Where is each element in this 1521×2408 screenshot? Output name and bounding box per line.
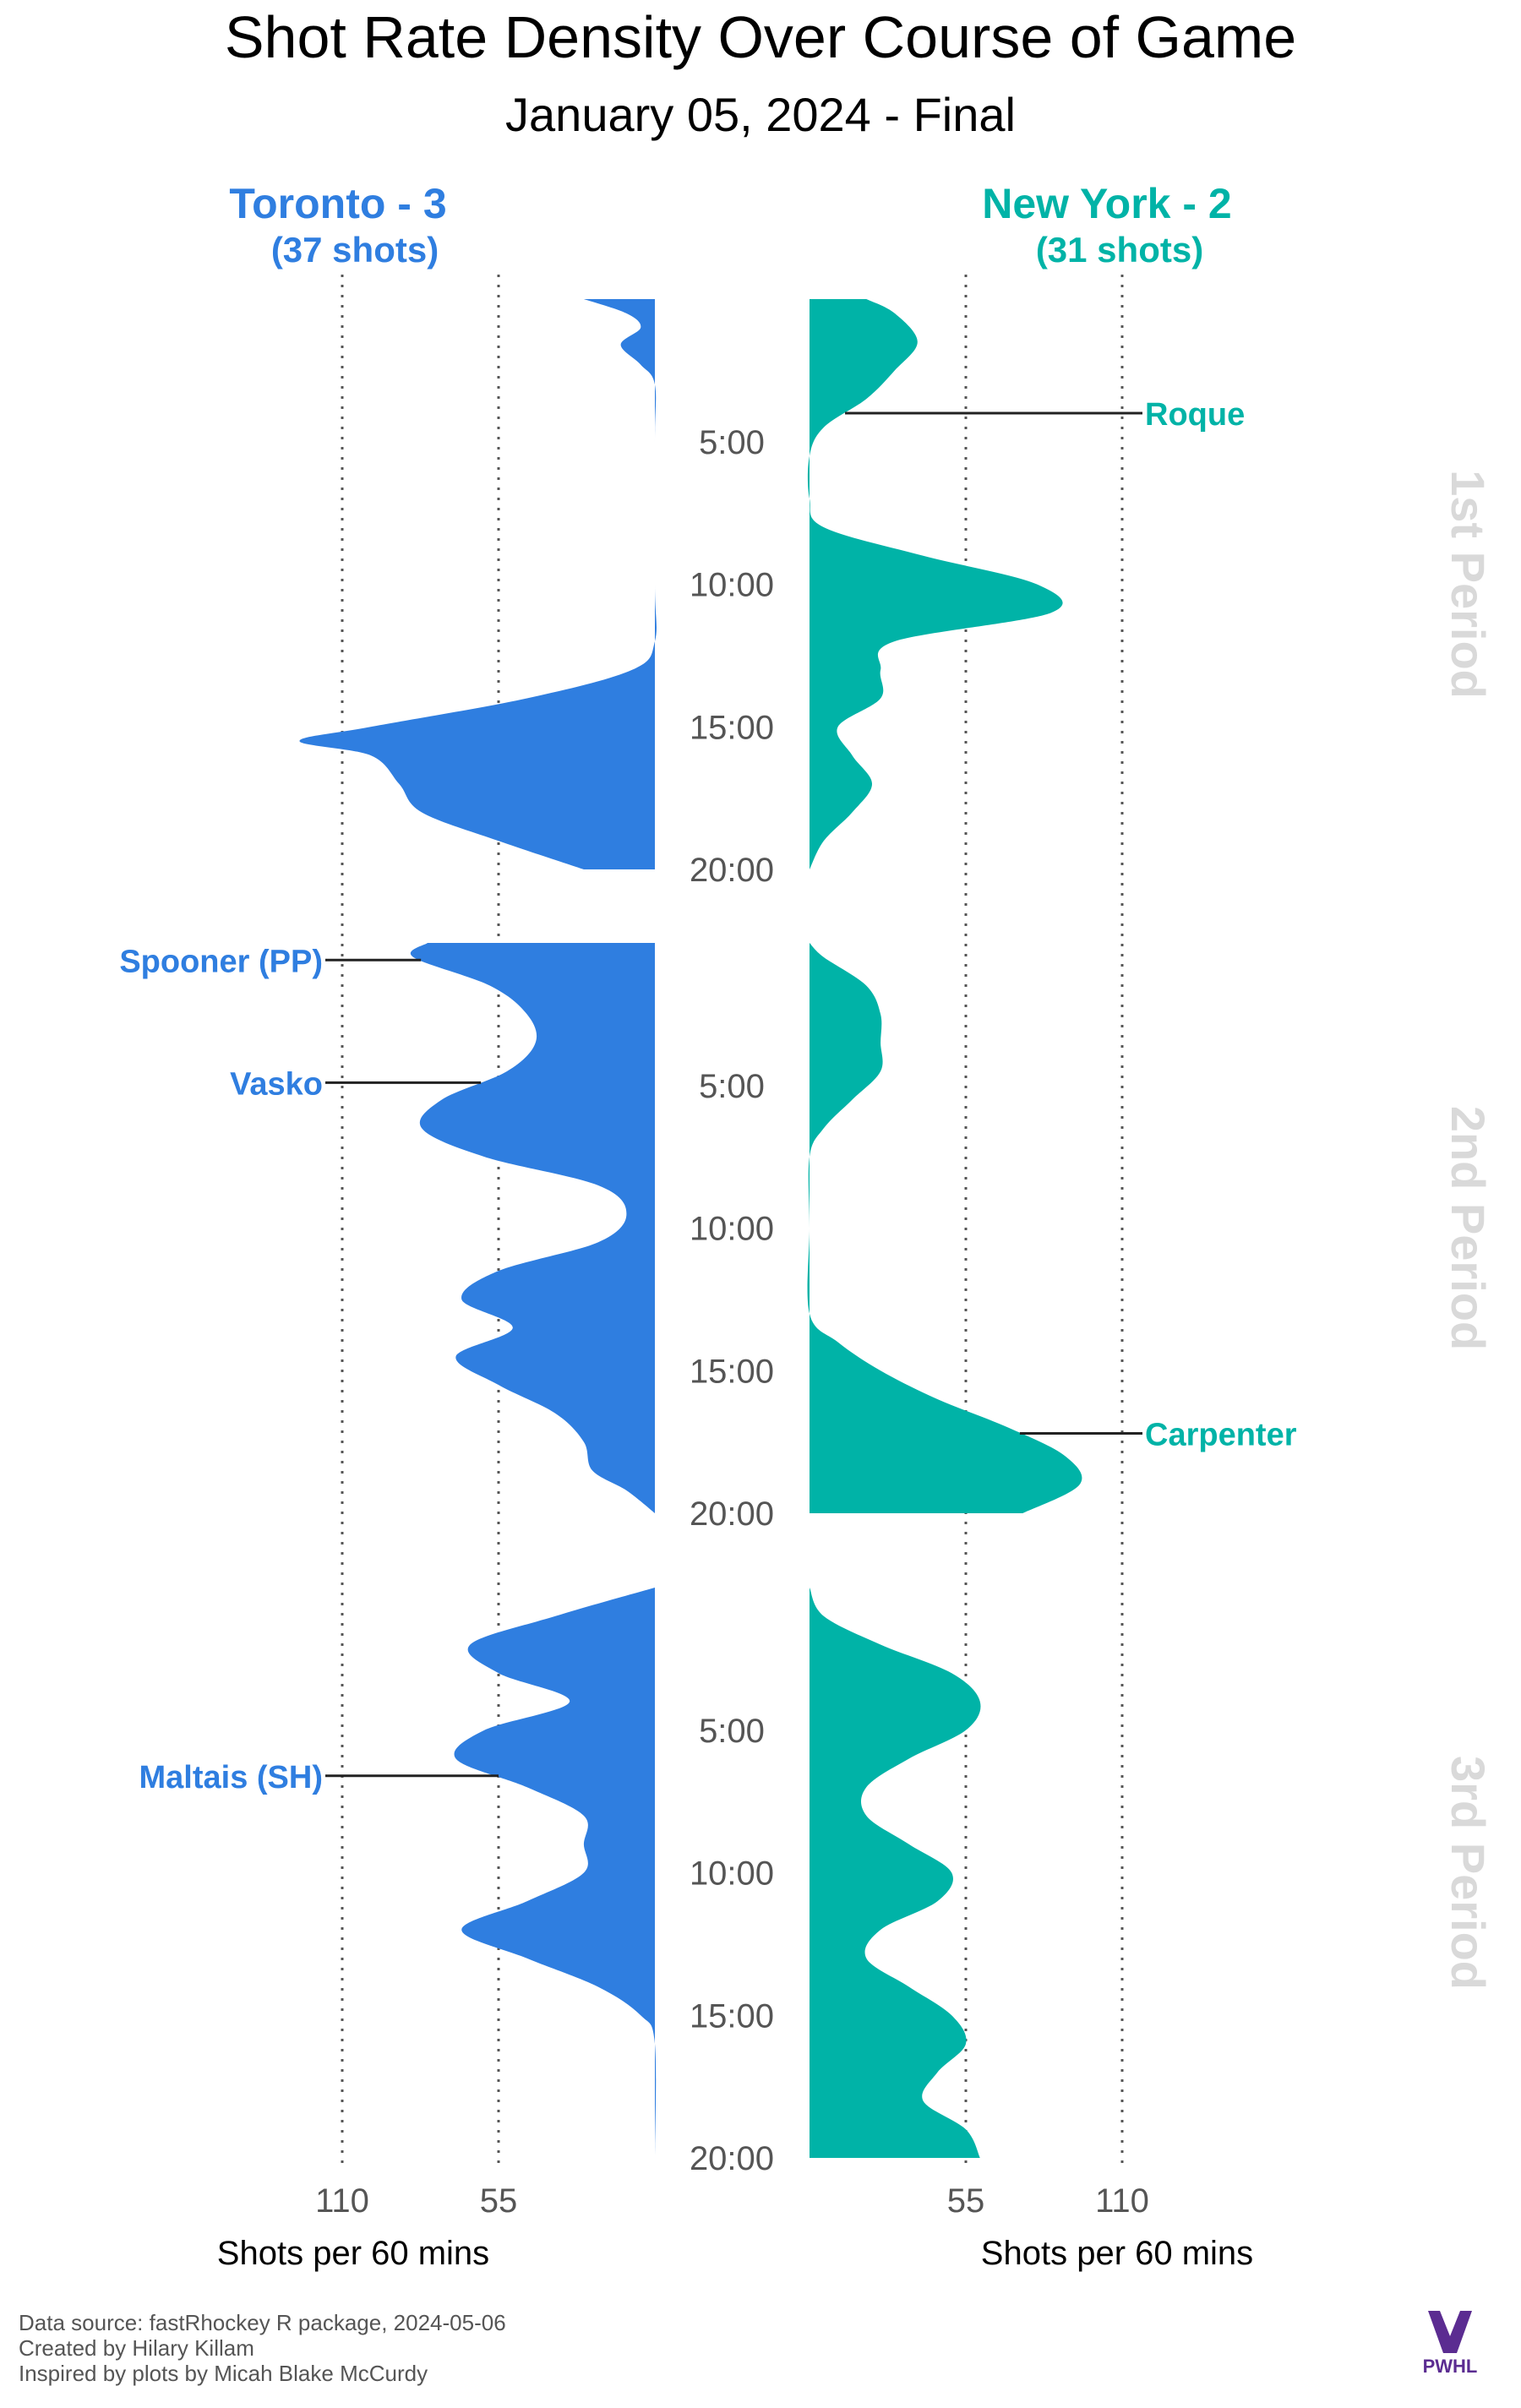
- time-tick-p1-20: 20:00: [690, 852, 774, 889]
- time-tick-p3-15: 15:00: [690, 1997, 774, 2035]
- period-label-layer: 1st Period 2nd Period 3rd Period: [1442, 470, 1495, 1990]
- x-tick-left-55: 55: [480, 2182, 518, 2220]
- footer-source: Data source: fastRhockey R package, 2024…: [19, 2310, 506, 2335]
- team-left-header: Toronto - 3: [229, 180, 446, 227]
- density-area-left-period-1: [299, 299, 657, 869]
- time-tick-p2-10: 10:00: [690, 1211, 774, 1248]
- time-tick-p3-20: 20:00: [690, 2140, 774, 2177]
- time-tick-p2-5: 5:00: [699, 1068, 765, 1105]
- density-area-right-period-1: [807, 299, 1063, 869]
- team-right-shots: (31 shots): [1036, 230, 1203, 270]
- area-layer: [299, 299, 1082, 2158]
- tick-layer: 5:00 10:00 15:00 20:00 5:00 10:00 15:00 20:00 5:…: [315, 424, 1149, 2220]
- time-tick-p3-10: 10:00: [690, 1855, 774, 1893]
- density-area-left-period-3: [454, 1588, 657, 2158]
- x-tick-right-55: 55: [947, 2182, 985, 2220]
- x-axis-label-right: Shots per 60 mins: [981, 2235, 1253, 2272]
- x-axis-label-left: Shots per 60 mins: [217, 2235, 489, 2272]
- density-area-right-period-3: [810, 1588, 981, 2158]
- footer-creator: Created by Hilary Killam: [19, 2335, 254, 2361]
- pwhl-logo-text: PWHL: [1423, 2356, 1478, 2377]
- footer-inspiration: Inspired by plots by Micah Blake McCurdy: [19, 2361, 428, 2386]
- time-tick-p3-5: 5:00: [699, 1713, 765, 1750]
- chart-title: Shot Rate Density Over Course of Game: [225, 4, 1296, 70]
- x-tick-right-110: 110: [1095, 2182, 1149, 2220]
- chart-subtitle: January 05, 2024 - Final: [505, 88, 1016, 141]
- annotation-label-vasko: Vasko: [230, 1066, 323, 1102]
- time-tick-p1-5: 5:00: [699, 424, 765, 461]
- pwhl-logo-mark-accent: [1450, 2319, 1455, 2334]
- annotation-label-maltais-sh: Maltais (SH): [139, 1760, 323, 1795]
- team-left-shots: (37 shots): [271, 230, 439, 270]
- pwhl-logo: PWHL: [1423, 2311, 1478, 2377]
- x-tick-left-110: 110: [315, 2182, 369, 2220]
- period-label-2: 2nd Period: [1442, 1106, 1495, 1350]
- annotation-label-carpenter: Carpenter: [1145, 1418, 1297, 1453]
- annotation-label-spooner-pp: Spooner (PP): [119, 944, 323, 979]
- annotation-label-roque: Roque: [1145, 397, 1245, 433]
- time-tick-p1-10: 10:00: [690, 567, 774, 604]
- time-tick-p2-20: 20:00: [690, 1495, 774, 1533]
- time-tick-p2-15: 15:00: [690, 1353, 774, 1390]
- period-label-1: 1st Period: [1442, 470, 1495, 699]
- pwhl-logo-mark: [1428, 2311, 1472, 2353]
- annotation-layer: Roque Spooner (PP) Vasko Carpenter Maltais (…: [119, 397, 1296, 1795]
- time-tick-p1-15: 15:00: [690, 709, 774, 746]
- period-label-3: 3rd Period: [1442, 1756, 1495, 1990]
- density-area-right-period-2: [807, 943, 1082, 1513]
- team-right-header: New York - 2: [982, 180, 1231, 227]
- density-area-left-period-2: [410, 943, 655, 1513]
